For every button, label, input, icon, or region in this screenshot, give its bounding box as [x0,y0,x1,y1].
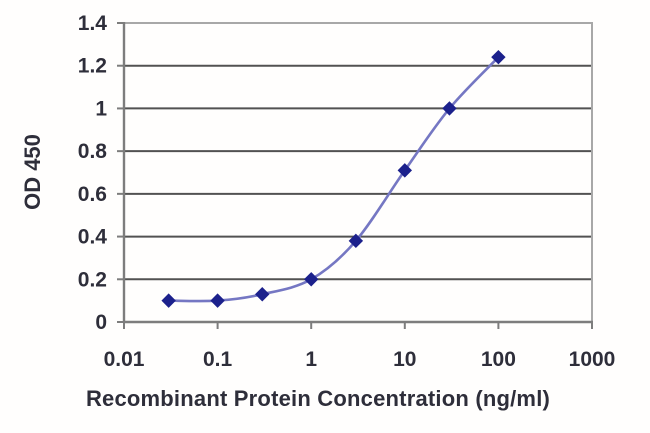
axis-ticks [117,22,593,329]
data-point [491,49,506,65]
y-tick-label: 0.2 [78,268,107,291]
x-axis-title: Recombinant Protein Concentration (ng/ml… [85,386,551,411]
data-point [442,101,457,116]
y-tick-label: 1.4 [78,12,108,35]
data-point [348,233,364,249]
y-tick-label: 0.8 [78,140,108,163]
x-tick-label: 10 [393,348,416,371]
data-point [255,287,270,302]
y-axis-title: OD 450 [20,134,45,210]
data-point-markers [161,49,506,308]
data-series [167,55,500,303]
y-tick-label: 1.2 [78,55,107,78]
y-tick-label: 0.6 [78,183,107,206]
x-tick-label: 0.1 [203,348,233,371]
data-point [161,293,176,308]
data-point [303,272,319,287]
y-tick-label: 1 [95,97,107,120]
y-tick-label: 0 [95,311,107,334]
data-point [397,163,413,178]
x-tick-label: 1000 [569,348,616,371]
x-tick-label: 0.01 [104,348,145,371]
plot-frame [122,22,593,324]
x-tick-label: 100 [481,348,516,371]
y-tick-label: 0.4 [78,226,108,249]
x-tick-label: 1 [305,348,317,371]
gridlines [124,64,592,281]
x-axis-tick-labels: 0.01 0.1 1 10 100 1000 [104,348,616,371]
data-point [210,293,225,308]
y-axis-tick-labels: 0 0.2 0.4 0.6 0.8 1 1.2 1.4 [78,12,108,334]
